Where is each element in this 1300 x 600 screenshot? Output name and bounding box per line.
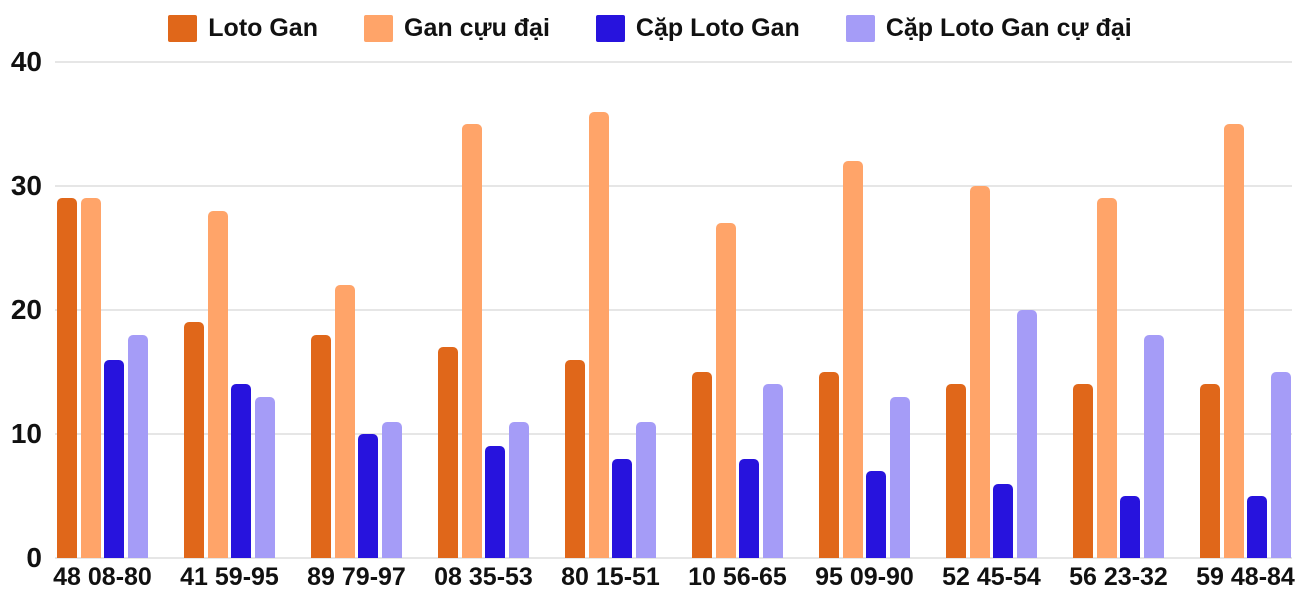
bar-c-p-loto-gan-c-i-2[interactable] (255, 396, 275, 558)
bar-loto-gan-9[interactable] (1073, 384, 1093, 558)
legend-item-1[interactable]: Gan cựu đại (364, 13, 550, 42)
legend-label: Cặp Loto Gan cự đại (885, 13, 1132, 42)
bar-loto-gan-5[interactable] (565, 359, 585, 558)
bar-gan-c-u-i-3[interactable] (334, 285, 355, 558)
y-axis: 0 10 20 30 40 (0, 0, 44, 600)
gridline (55, 185, 1292, 187)
legend-swatch-icon (845, 14, 875, 42)
legend-swatch-icon (595, 14, 625, 42)
bar-c-p-loto-gan-6[interactable] (739, 458, 760, 558)
bar-c-p-loto-gan-c-i-9[interactable] (1144, 334, 1164, 558)
bar-c-p-loto-gan-9[interactable] (1120, 496, 1141, 558)
gridline (55, 557, 1292, 559)
bar-c-p-loto-gan-c-i-5[interactable] (636, 421, 656, 558)
bar-gan-c-u-i-10[interactable] (1223, 124, 1244, 558)
y-tick-label: 30 (10, 170, 42, 201)
legend-item-2[interactable]: Cặp Loto Gan (595, 13, 800, 42)
x-category-label: 59 48-84 (1196, 563, 1295, 591)
legend-item-0[interactable]: Loto Gan (168, 13, 318, 42)
bar-gan-c-u-i-2[interactable] (207, 210, 228, 558)
bar-c-p-loto-gan-c-i-3[interactable] (382, 421, 402, 558)
bar-gan-c-u-i-7[interactable] (842, 161, 863, 558)
bar-gan-c-u-i-6[interactable] (715, 223, 736, 558)
x-category-label: 80 15-51 (561, 563, 660, 591)
bar-gan-c-u-i-8[interactable] (969, 186, 990, 558)
x-category-label: 52 45-54 (942, 563, 1041, 591)
x-category-label: 10 56-65 (688, 563, 787, 591)
bar-c-p-loto-gan-c-i-8[interactable] (1017, 310, 1037, 558)
gridline (55, 309, 1292, 311)
bar-gan-c-u-i-9[interactable] (1096, 198, 1117, 558)
legend-label: Cặp Loto Gan (635, 13, 800, 42)
y-tick-label: 40 (10, 46, 42, 77)
plot-area (55, 61, 1292, 559)
bar-c-p-loto-gan-5[interactable] (612, 458, 633, 558)
bar-c-p-loto-gan-c-i-10[interactable] (1271, 372, 1291, 558)
bar-gan-c-u-i-1[interactable] (80, 198, 101, 558)
bar-loto-gan-6[interactable] (692, 372, 712, 558)
x-category-label: 95 09-90 (815, 563, 914, 591)
bar-c-p-loto-gan-7[interactable] (866, 471, 887, 558)
x-category-label: 48 08-80 (53, 563, 152, 591)
bar-c-p-loto-gan-c-i-6[interactable] (763, 384, 783, 558)
bar-loto-gan-1[interactable] (57, 198, 77, 558)
y-tick-label: 10 (10, 418, 42, 449)
bar-c-p-loto-gan-10[interactable] (1247, 496, 1268, 558)
bar-loto-gan-7[interactable] (819, 372, 839, 558)
bar-loto-gan-4[interactable] (438, 347, 458, 558)
legend-swatch-icon (168, 14, 198, 42)
bar-loto-gan-2[interactable] (184, 322, 204, 558)
y-tick-label: 20 (10, 294, 42, 325)
bar-c-p-loto-gan-3[interactable] (358, 434, 379, 558)
x-category-label: 41 59-95 (180, 563, 279, 591)
x-category-label: 08 35-53 (434, 563, 533, 591)
bar-c-p-loto-gan-c-i-1[interactable] (128, 334, 148, 558)
bar-c-p-loto-gan-8[interactable] (993, 483, 1014, 558)
bar-loto-gan-10[interactable] (1200, 384, 1220, 558)
bar-loto-gan-8[interactable] (946, 384, 966, 558)
gridline (55, 433, 1292, 435)
gridline (55, 61, 1292, 63)
legend-swatch-icon (364, 14, 393, 42)
bar-gan-c-u-i-4[interactable] (461, 124, 482, 558)
y-tick-label: 0 (26, 542, 42, 573)
x-category-label: 89 79-97 (307, 563, 406, 591)
legend-label: Gan cựu đại (404, 13, 550, 42)
x-category-label: 56 23-32 (1069, 563, 1168, 591)
legend-item-3[interactable]: Cặp Loto Gan cự đại (845, 13, 1132, 42)
bar-gan-c-u-i-5[interactable] (588, 111, 609, 558)
bar-c-p-loto-gan-c-i-7[interactable] (890, 396, 910, 558)
bar-c-p-loto-gan-4[interactable] (485, 446, 506, 558)
legend-label: Loto Gan (208, 13, 318, 42)
bar-c-p-loto-gan-c-i-4[interactable] (509, 421, 529, 558)
bar-c-p-loto-gan-1[interactable] (104, 359, 125, 558)
bar-loto-gan-3[interactable] (311, 334, 331, 558)
bar-c-p-loto-gan-2[interactable] (231, 384, 252, 558)
legend: Loto Gan Gan cựu đại Cặp Loto Gan Cặp Loto … (0, 8, 1300, 48)
